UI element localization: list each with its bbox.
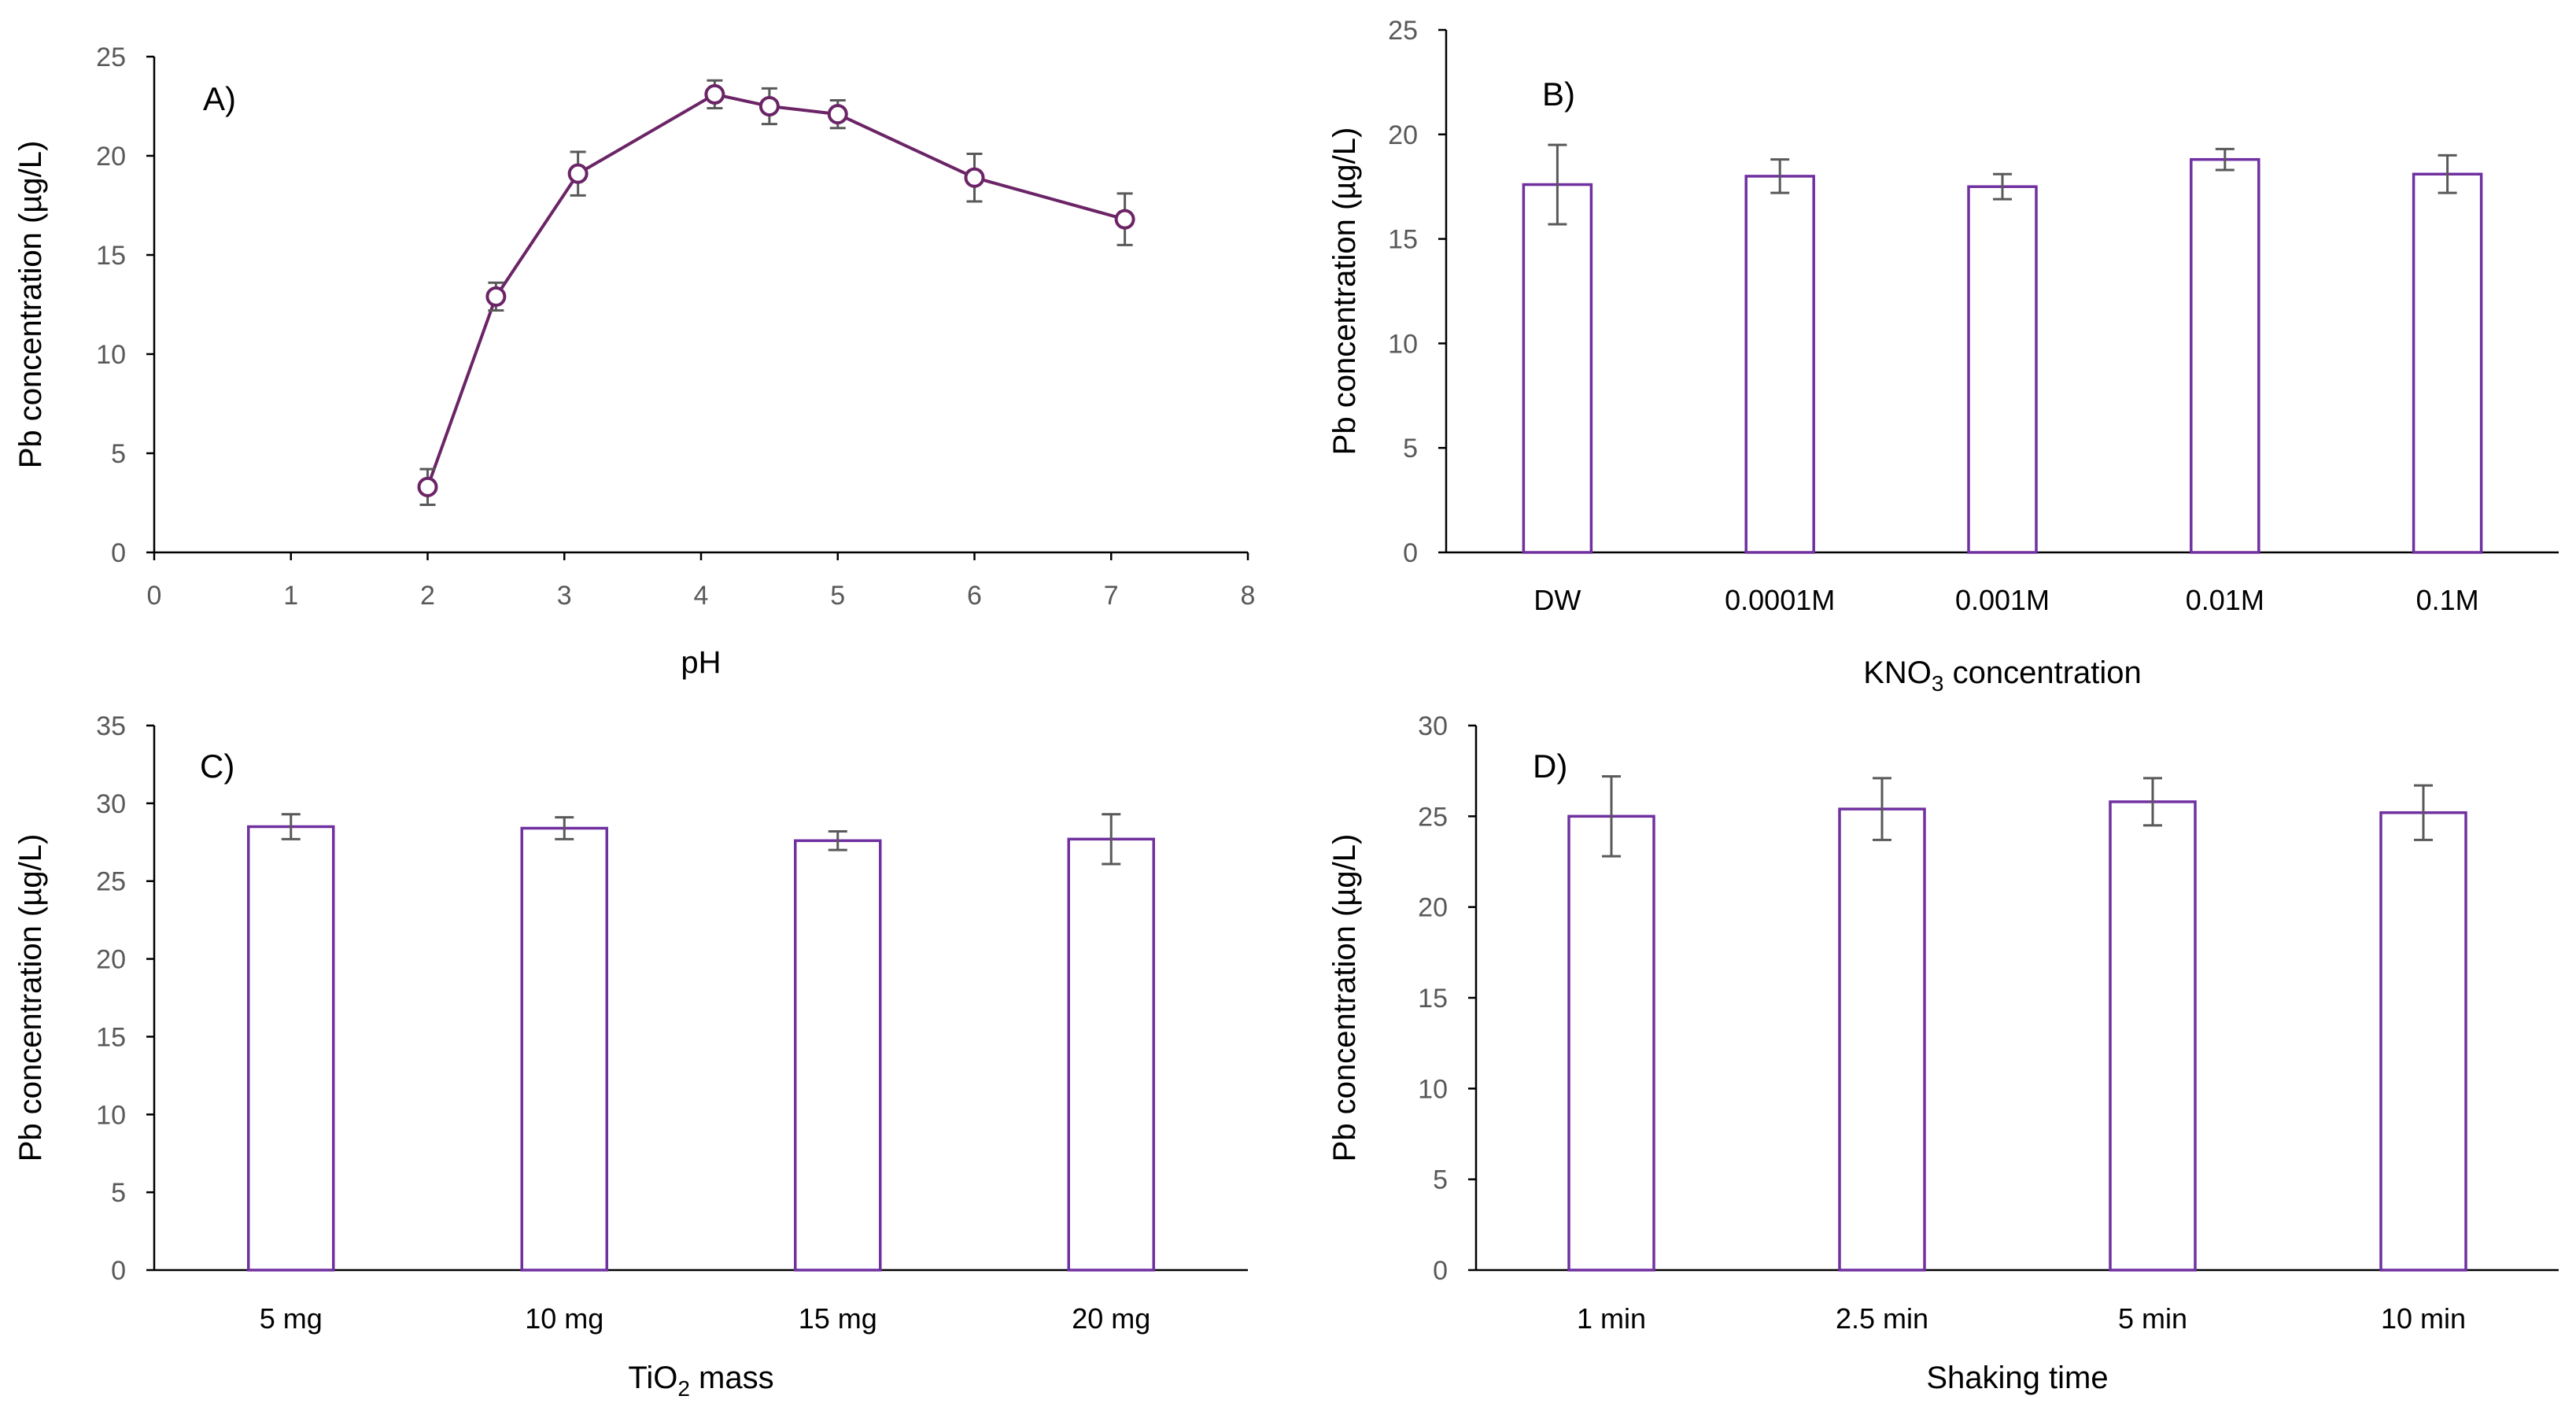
y-tick-label: 10 xyxy=(96,1100,126,1130)
y-tick-label: 20 xyxy=(1388,120,1418,150)
y-tick-label: 15 xyxy=(96,1022,126,1052)
x-category-label: 10 min xyxy=(2381,1302,2466,1335)
y-tick-label: 20 xyxy=(96,945,126,975)
panel-label: C) xyxy=(200,748,234,785)
x-tick-label: 6 xyxy=(967,581,982,611)
bar xyxy=(2412,172,2483,554)
y-tick-label: 25 xyxy=(1418,802,1448,832)
x-category-label: 5 min xyxy=(2118,1302,2187,1335)
y-tick-label: 5 xyxy=(1403,434,1418,463)
bar xyxy=(2109,800,2197,1272)
bar xyxy=(2190,157,2260,554)
y-tick-label: 20 xyxy=(96,142,126,172)
panel-a: 0 5 10 15 20 25 Pb concentration (µg/L) A) 0 1 2 3 4… xyxy=(13,42,1255,680)
data-point xyxy=(758,96,780,116)
y-tick-label: 15 xyxy=(1418,984,1448,1014)
x-tick-label: 5 xyxy=(830,581,845,611)
x-tick-label: 7 xyxy=(1104,581,1119,611)
bar xyxy=(1838,807,1926,1272)
y-tick-label: 15 xyxy=(96,241,126,271)
data-point xyxy=(567,163,589,184)
y-axis-title: Pb concentration (µg/L) xyxy=(1327,834,1362,1162)
y-tick-label: 35 xyxy=(96,711,126,741)
y-tick-label: 30 xyxy=(1418,711,1448,741)
panel-label: D) xyxy=(1533,748,1567,785)
bar xyxy=(520,826,608,1272)
panel-c: 0 5 10 15 20 25 30 35 Pb concentration (µg/L) C) 5… xyxy=(13,711,1248,1401)
y-tick-label: 25 xyxy=(1388,16,1418,46)
data-point xyxy=(485,286,507,307)
x-tick-label: 3 xyxy=(557,581,572,611)
bar xyxy=(1522,183,1593,554)
y-tick-label: 5 xyxy=(111,439,126,469)
x-category-label: 1 min xyxy=(1577,1302,1646,1335)
bar xyxy=(1567,814,1655,1272)
y-axis-title: Pb concentration (µg/L) xyxy=(13,834,48,1162)
x-axis-title: pH xyxy=(681,645,721,680)
y-tick-label: 30 xyxy=(96,789,126,819)
x-category-label: 0.1M xyxy=(2416,584,2479,616)
y-tick-label: 5 xyxy=(111,1178,126,1208)
x-axis-title-tail: concentration xyxy=(1943,655,2141,690)
panel-label: B) xyxy=(1542,76,1575,113)
panel-b: 0 5 10 15 20 25 Pb concentration (µg/L) B) DW 0.0… xyxy=(1327,16,2559,696)
x-axis-title: TiO2 mass xyxy=(628,1361,773,1401)
x-axis-title-main: TiO xyxy=(628,1361,677,1395)
y-tick-label: 0 xyxy=(111,1256,126,1286)
y-tick-label: 0 xyxy=(111,538,126,568)
x-category-label: 15 mg xyxy=(799,1302,877,1335)
bar xyxy=(2379,811,2467,1272)
x-axis-title-main: KNO xyxy=(1863,655,1932,690)
y-tick-label: 10 xyxy=(96,340,126,370)
x-axis-title-subscript: 2 xyxy=(677,1376,690,1401)
x-tick-label: 8 xyxy=(1241,581,1256,611)
y-axis-title: Pb concentration (µg/L) xyxy=(13,141,48,469)
x-tick-label: 0 xyxy=(147,581,162,611)
y-tick-label: 20 xyxy=(1418,893,1448,923)
x-category-label: 10 mg xyxy=(525,1302,603,1335)
x-category-label: 0.0001M xyxy=(1725,584,1835,616)
x-tick-label: 1 xyxy=(283,581,298,611)
x-category-label: DW xyxy=(1533,584,1581,616)
y-tick-label: 25 xyxy=(96,867,126,897)
x-axis-title-subscript: 3 xyxy=(1932,671,1944,696)
x-tick-label: 4 xyxy=(694,581,709,611)
x-axis-title: Shaking time xyxy=(1926,1361,2108,1395)
data-point xyxy=(417,476,438,497)
panel-d: 0 5 10 15 20 25 30 Pb concentration (µg/L) D) 1 m… xyxy=(1327,711,2559,1395)
x-category-label: 20 mg xyxy=(1072,1302,1150,1335)
series-line xyxy=(426,92,1126,488)
bar xyxy=(1744,175,1815,554)
bar xyxy=(1967,185,2038,554)
y-tick-label: 5 xyxy=(1433,1165,1448,1195)
x-axis-title-tail: mass xyxy=(690,1361,774,1395)
y-tick-label: 15 xyxy=(1388,225,1418,255)
data-point xyxy=(964,167,985,188)
x-category-label: 0.001M xyxy=(1955,584,2050,616)
x-category-label: 0.01M xyxy=(2186,584,2264,616)
y-axis-title: Pb concentration (µg/L) xyxy=(1327,127,1362,456)
data-point xyxy=(1114,209,1135,230)
data-point xyxy=(704,83,725,105)
bar xyxy=(247,825,335,1272)
y-tick-label: 0 xyxy=(1433,1256,1448,1286)
y-tick-label: 10 xyxy=(1388,329,1418,359)
bar xyxy=(794,839,882,1272)
x-axis-title-main: Shaking time xyxy=(1926,1361,2108,1395)
bar xyxy=(1067,837,1155,1272)
y-tick-label: 25 xyxy=(96,42,126,72)
data-point xyxy=(827,104,848,125)
y-tick-label: 10 xyxy=(1418,1074,1448,1104)
panel-label: A) xyxy=(203,80,236,117)
x-category-label: 5 mg xyxy=(260,1302,323,1335)
x-category-label: 2.5 min xyxy=(1836,1302,1928,1335)
x-tick-label: 2 xyxy=(420,581,435,611)
x-axis-title: KNO3 concentration xyxy=(1863,655,2142,696)
y-tick-label: 0 xyxy=(1403,538,1418,568)
